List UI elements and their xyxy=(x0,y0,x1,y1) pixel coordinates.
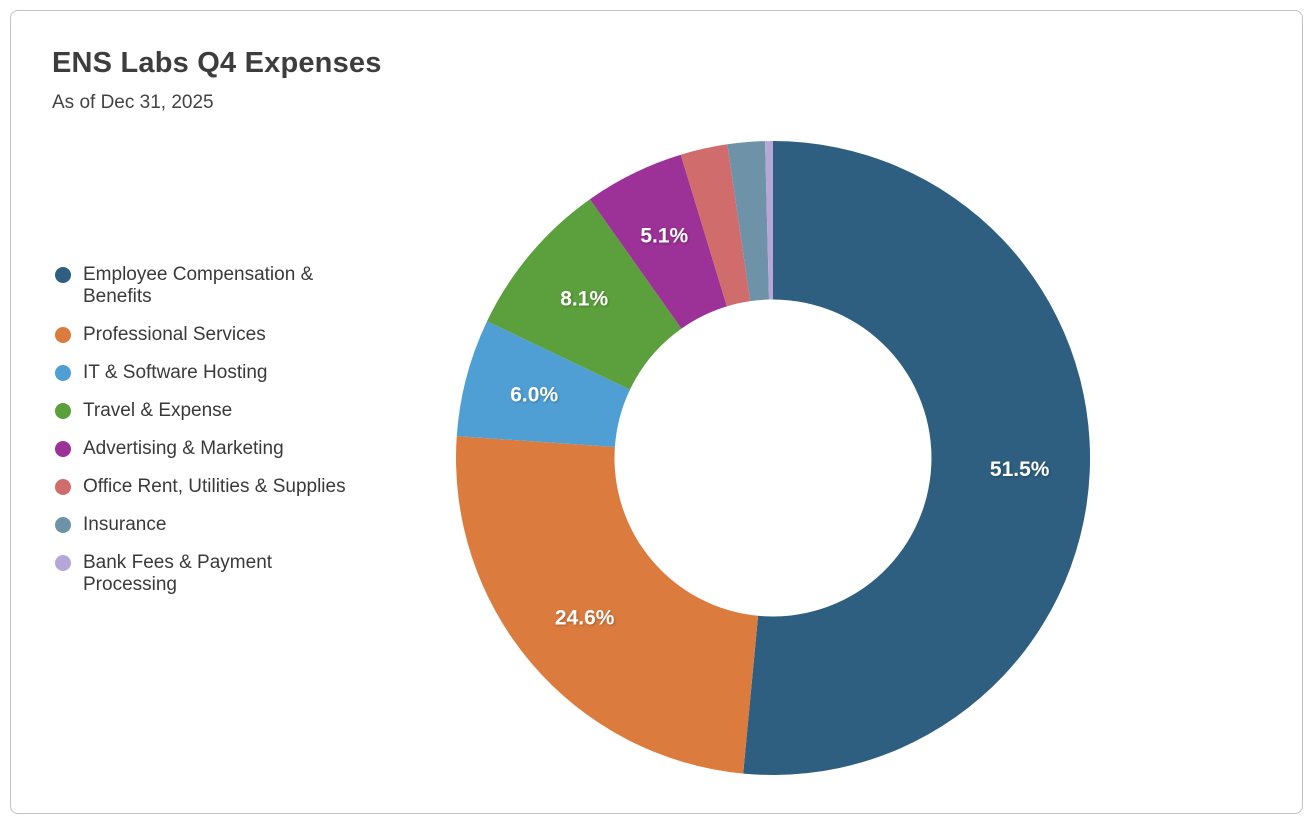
legend-label: Professional Services xyxy=(83,324,266,345)
slice-percent-label-travel-expense: 8.1% xyxy=(560,287,608,310)
legend-swatch-icon xyxy=(55,327,71,343)
legend-label: Office Rent, Utilities & Supplies xyxy=(83,476,346,497)
legend-swatch-icon xyxy=(55,479,71,495)
legend-swatch-icon xyxy=(55,517,71,533)
slice-bank-fees-payment-processing[interactable] xyxy=(765,141,773,300)
legend-item-office-rent-utilities-supplies: Office Rent, Utilities & Supplies xyxy=(55,476,355,498)
chart-card: ENS Labs Q4 Expenses As of Dec 31, 2025 … xyxy=(10,10,1303,814)
legend-swatch-icon xyxy=(55,365,71,381)
legend-swatch-icon xyxy=(55,441,71,457)
legend-swatch-icon xyxy=(55,403,71,419)
slice-percent-label-it-software-hosting: 6.0% xyxy=(510,384,558,407)
legend-swatch-icon xyxy=(55,555,71,571)
slice-insurance[interactable] xyxy=(727,141,770,302)
legend-item-travel-expense: Travel & Expense xyxy=(55,400,355,422)
legend-label: Travel & Expense xyxy=(83,400,233,421)
legend-item-bank-fees-payment-processing: Bank Fees & Payment Processing xyxy=(55,552,355,596)
legend-label: Insurance xyxy=(83,514,167,535)
slice-percent-label-employee-compensation-benefits: 51.5% xyxy=(990,458,1050,481)
legend-swatch-icon xyxy=(55,267,71,283)
chart-legend: Employee Compensation & Benefits Professi… xyxy=(55,264,355,612)
legend-item-employee-compensation-benefits: Employee Compensation & Benefits xyxy=(55,264,355,308)
legend-item-advertising-marketing: Advertising & Marketing xyxy=(55,438,355,460)
chart-title: ENS Labs Q4 Expenses xyxy=(52,47,382,79)
slice-travel-expense[interactable] xyxy=(487,199,682,390)
slice-percent-label-professional-services: 24.6% xyxy=(555,606,615,629)
slice-office-rent-utilities-supplies[interactable] xyxy=(680,144,751,307)
slice-it-software-hosting[interactable] xyxy=(456,321,631,448)
legend-item-professional-services: Professional Services xyxy=(55,324,355,346)
slice-percent-label-advertising-marketing: 5.1% xyxy=(640,225,688,248)
slice-advertising-marketing[interactable] xyxy=(589,154,727,329)
legend-label: Employee Compensation & Benefits xyxy=(83,264,314,307)
chart-subtitle: As of Dec 31, 2025 xyxy=(52,92,214,113)
legend-label: Bank Fees & Payment Processing xyxy=(83,552,273,595)
slice-professional-services[interactable] xyxy=(456,436,759,774)
legend-label: Advertising & Marketing xyxy=(83,438,284,459)
legend-item-insurance: Insurance xyxy=(55,514,355,536)
legend-label: IT & Software Hosting xyxy=(83,362,268,383)
legend-item-it-software-hosting: IT & Software Hosting xyxy=(55,362,355,384)
slice-employee-compensation-benefits[interactable] xyxy=(743,141,1091,775)
donut-chart: 51.5% 24.6% 6.0% 8.1% 5.1% xyxy=(456,141,1091,775)
